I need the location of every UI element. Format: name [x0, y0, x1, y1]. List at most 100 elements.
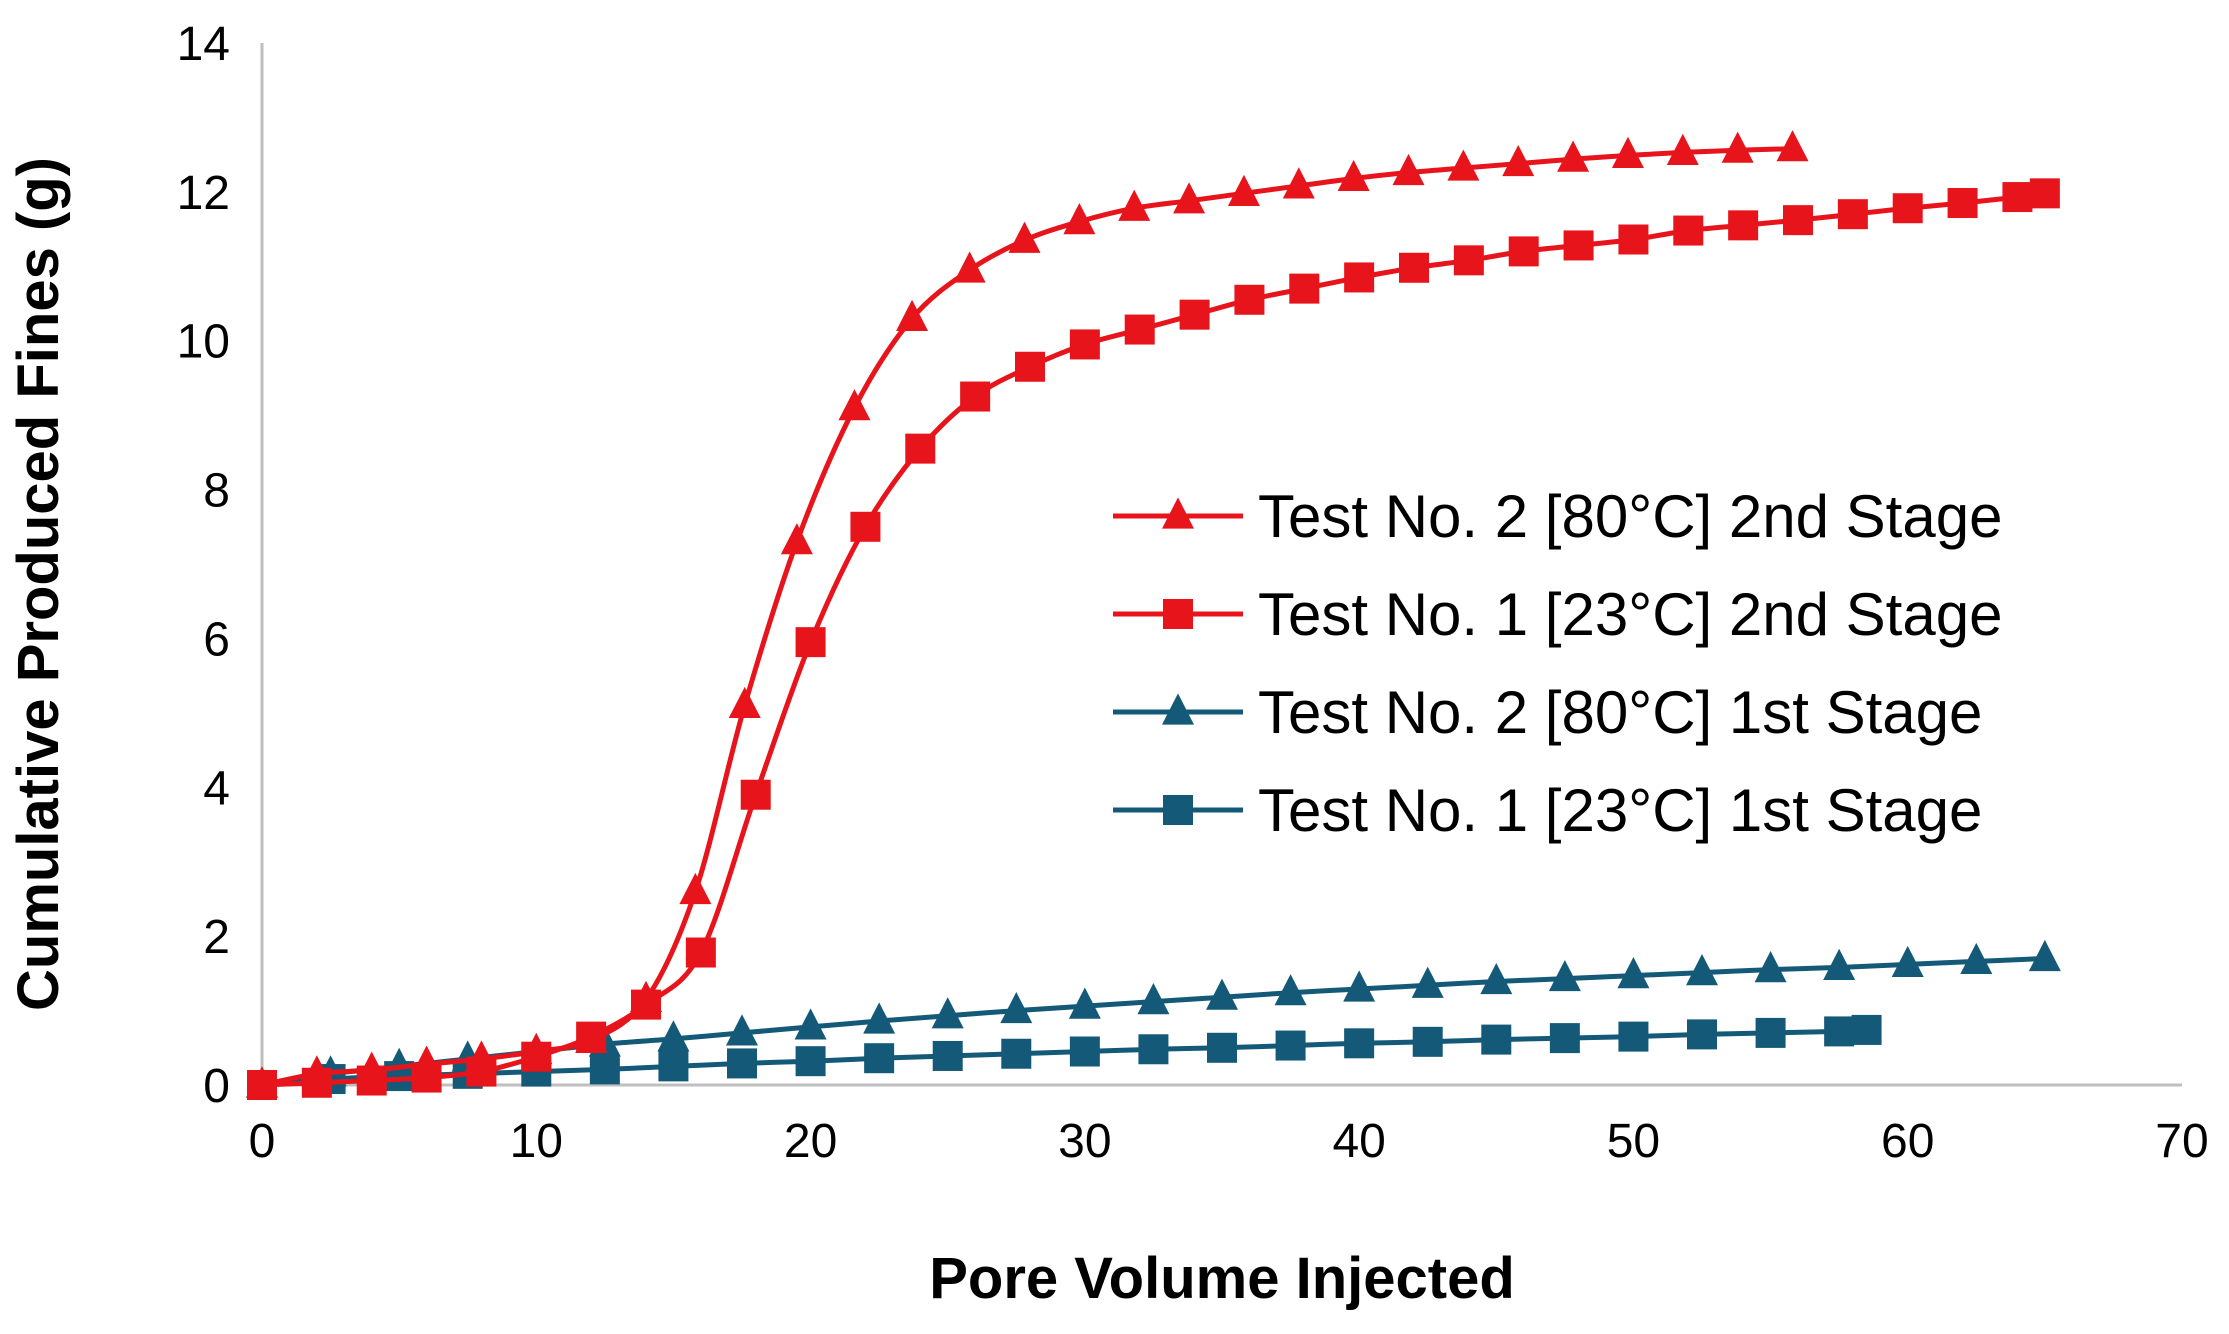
data-point	[1721, 131, 1754, 163]
data-point	[1508, 236, 1539, 267]
axes	[260, 43, 2182, 1087]
data-point	[795, 1046, 826, 1077]
data-point	[300, 1055, 333, 1087]
data-point	[1412, 1026, 1443, 1057]
data-point	[1063, 203, 1096, 235]
y-tick-label: 4	[203, 762, 230, 815]
data-point	[1206, 978, 1238, 1010]
x-tick-label: 60	[1881, 1115, 1934, 1168]
data-point	[1618, 1021, 1649, 1052]
data-point	[1447, 149, 1480, 181]
data-point	[1618, 224, 1649, 255]
data-point	[1549, 1023, 1580, 1054]
data-point	[931, 997, 964, 1029]
data-point	[1227, 174, 1260, 206]
data-point	[1015, 351, 1045, 382]
data-point	[1289, 273, 1320, 304]
data-point	[1666, 133, 1699, 166]
data-point	[1557, 140, 1590, 172]
data-point	[726, 1014, 758, 1046]
legend-marker	[1163, 599, 1193, 629]
legend-marker	[1162, 497, 1194, 529]
data-point	[1563, 230, 1594, 261]
data-point	[1754, 951, 1787, 983]
data-point	[1069, 1036, 1100, 1067]
data-point	[1947, 188, 1978, 219]
y-tick-label: 14	[177, 18, 230, 71]
data-point	[932, 1040, 963, 1071]
data-point	[246, 1066, 278, 1098]
data-point	[953, 251, 986, 283]
data-point	[1480, 962, 1513, 995]
data-point	[1411, 966, 1444, 998]
data-point	[383, 1047, 416, 1079]
data-point	[1617, 956, 1650, 989]
legend-item: Test No. 2 [80°C] 1st Stage	[1113, 679, 1982, 746]
data-point	[1502, 144, 1535, 177]
data-point	[1851, 1014, 1882, 1045]
data-point	[896, 299, 929, 331]
data-point	[1282, 167, 1315, 199]
data-point	[1344, 262, 1375, 293]
data-point	[2029, 178, 2060, 209]
data-point	[1392, 153, 1425, 186]
data-point	[630, 980, 662, 1013]
data-point	[795, 627, 826, 658]
data-point	[355, 1051, 388, 1083]
data-point	[2028, 939, 2061, 972]
x-tick-label: 70	[2155, 1115, 2208, 1168]
data-point	[1548, 959, 1581, 992]
legend-item: Test No. 1 [23°C] 1st Stage	[1113, 777, 1982, 844]
data-point	[740, 779, 771, 810]
data-point	[2002, 182, 2033, 213]
data-point	[1783, 205, 1813, 236]
data-point	[1137, 983, 1170, 1015]
data-point	[780, 523, 813, 555]
data-point	[679, 872, 712, 905]
data-point	[1687, 1019, 1717, 1050]
data-point	[1399, 252, 1429, 283]
data-point	[1001, 1038, 1032, 1069]
data-point	[685, 937, 716, 968]
x-tick-label: 40	[1332, 1115, 1385, 1168]
y-axis-title: Cumulative Produced Fines (g)	[6, 157, 71, 1011]
legend: Test No. 2 [80°C] 2nd Stage Test No. 1 [2…	[1113, 483, 2002, 844]
data-point	[1611, 136, 1644, 168]
data-point	[1207, 1032, 1237, 1063]
data-point	[1453, 245, 1484, 276]
legend-label: Test No. 1 [23°C] 1st Stage	[1258, 777, 1982, 844]
data-point	[794, 1008, 827, 1040]
data-point	[1755, 1017, 1786, 1048]
y-tick-label: 10	[177, 316, 230, 369]
data-point	[589, 1054, 620, 1085]
x-tick-label: 20	[784, 1115, 837, 1168]
y-tick-label: 12	[177, 167, 230, 220]
y-tick-label: 2	[203, 911, 230, 964]
data-point	[1824, 1016, 1855, 1047]
x-tick-label: 50	[1607, 1115, 1660, 1168]
data-point	[1343, 970, 1376, 1002]
series-layer	[246, 130, 2061, 1100]
legend-marker	[1162, 693, 1194, 725]
data-point	[1892, 193, 1923, 224]
data-point	[658, 1051, 689, 1082]
legend-item: Test No. 2 [80°C] 2nd Stage	[1113, 483, 2002, 550]
data-point	[1138, 1034, 1169, 1065]
data-point	[727, 1048, 757, 1079]
data-point	[905, 433, 936, 464]
data-point	[1344, 1028, 1375, 1059]
data-point	[864, 1043, 895, 1074]
data-point	[657, 1020, 690, 1052]
data-point	[1776, 130, 1809, 162]
x-tick-labels: 0 10 20 30 40 50 60 70	[249, 1115, 2209, 1168]
x-tick-label: 30	[1058, 1115, 1111, 1168]
data-point	[1837, 199, 1868, 230]
data-point	[1891, 945, 1924, 978]
data-point	[1068, 987, 1101, 1019]
data-point	[465, 1040, 498, 1072]
data-point	[1234, 284, 1265, 315]
data-point	[1275, 1030, 1306, 1061]
data-point	[728, 686, 761, 719]
data-point	[1274, 974, 1307, 1006]
